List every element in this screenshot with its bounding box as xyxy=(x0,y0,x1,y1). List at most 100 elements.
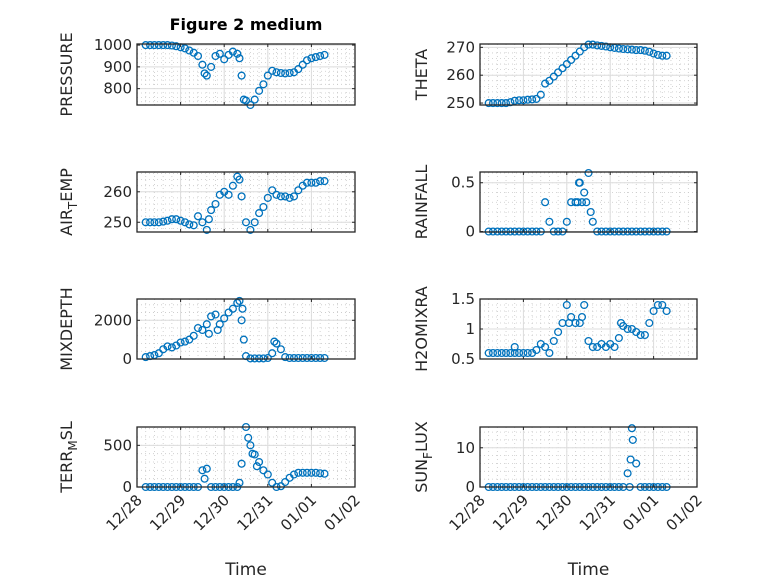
data-point xyxy=(562,60,571,69)
data-point xyxy=(268,66,277,75)
data-point xyxy=(653,50,662,59)
data-point xyxy=(541,198,550,207)
data-point xyxy=(193,212,203,221)
axes-box xyxy=(136,298,356,360)
data-point xyxy=(582,198,591,207)
y-axis-label: RAINFALL xyxy=(412,165,431,240)
data-point xyxy=(567,55,576,64)
data-point xyxy=(554,327,563,337)
data-point xyxy=(248,449,257,458)
data-point xyxy=(645,47,654,56)
data-point xyxy=(536,90,545,99)
data-point xyxy=(224,190,233,199)
data-point xyxy=(519,348,528,358)
y-axis-label-part: F xyxy=(421,452,435,459)
y-axis-label-part: M xyxy=(66,440,80,450)
data-point xyxy=(577,312,587,322)
data-point xyxy=(302,468,312,477)
y-tick-label: 2000 xyxy=(94,311,132,329)
x-axis-label: Time xyxy=(224,560,267,580)
data-point xyxy=(580,300,589,310)
data-point xyxy=(593,41,602,50)
data-point xyxy=(549,336,558,346)
data-point xyxy=(185,46,194,55)
data-point xyxy=(202,464,211,473)
axes-pressure: 800 900 1000 PRESSURE xyxy=(57,32,356,117)
data-point xyxy=(541,342,550,352)
data-point xyxy=(207,206,216,215)
data-point xyxy=(235,296,244,305)
data-point xyxy=(204,215,213,224)
y-axis-label-part: T xyxy=(66,201,80,210)
data-point xyxy=(255,86,264,95)
data-point xyxy=(545,348,554,358)
y-axis-label: AIRTEMP xyxy=(57,168,80,236)
data-point xyxy=(189,331,198,340)
data-point xyxy=(167,41,176,50)
y-tick-label: 250 xyxy=(446,94,475,112)
axes-box xyxy=(479,171,698,233)
y-tick-label: 500 xyxy=(103,436,132,454)
data-point xyxy=(584,336,593,346)
data-point xyxy=(626,455,635,464)
data-point xyxy=(501,348,511,358)
data-point xyxy=(276,68,285,78)
axes-box xyxy=(479,298,698,360)
data-point xyxy=(235,478,244,487)
data-point xyxy=(259,80,268,89)
y-axis-label: MIXDEPTH xyxy=(57,287,76,370)
data-point xyxy=(272,190,281,199)
data-point xyxy=(200,69,209,78)
data-point xyxy=(150,218,159,227)
data-point xyxy=(263,71,272,80)
data-point xyxy=(180,337,190,346)
data-point xyxy=(549,72,558,81)
data-point xyxy=(523,348,532,358)
axes-mixdepth: 0 2000 MIXDEPTH xyxy=(57,287,356,371)
data-point xyxy=(250,95,259,104)
data-point xyxy=(141,41,150,50)
data-point xyxy=(311,178,320,187)
data-point xyxy=(562,300,571,310)
data-point xyxy=(172,215,181,224)
y-axis-label-part: AIR xyxy=(57,209,76,236)
data-point xyxy=(316,51,325,61)
data-point xyxy=(515,348,524,358)
data-point xyxy=(263,193,272,202)
y-tick-label: 800 xyxy=(103,80,132,98)
data-point xyxy=(241,218,251,227)
data-point xyxy=(588,217,597,226)
figure-title: Figure 2 medium xyxy=(170,15,323,34)
data-point xyxy=(263,470,272,479)
data-point xyxy=(577,198,587,207)
data-point xyxy=(213,325,222,335)
data-point xyxy=(554,68,563,77)
data-point xyxy=(294,353,303,363)
data-point xyxy=(645,318,654,328)
y-axis-label-part: RAINFALL xyxy=(412,165,431,240)
y-tick-label: 0 xyxy=(465,478,475,496)
data-point xyxy=(574,178,584,187)
data-point xyxy=(268,349,277,358)
data-point xyxy=(150,41,159,50)
data-point xyxy=(614,44,623,53)
data-point xyxy=(198,325,207,335)
data-point xyxy=(501,99,511,108)
data-point xyxy=(653,300,662,310)
y-tick-label: 1000 xyxy=(94,36,132,54)
data-point xyxy=(159,41,168,50)
data-point xyxy=(238,304,247,313)
data-point xyxy=(528,95,537,104)
data-point xyxy=(545,217,554,226)
data-point xyxy=(497,348,506,358)
data-point xyxy=(235,54,244,63)
data-point xyxy=(493,348,502,358)
x-axis-label: Time xyxy=(567,560,610,580)
data-point xyxy=(623,469,632,478)
data-point xyxy=(632,459,641,468)
data-point xyxy=(252,462,261,471)
data-point xyxy=(506,348,515,358)
data-point xyxy=(320,469,329,478)
y-axis-label: TERRMSL xyxy=(57,421,80,494)
data-point xyxy=(239,95,248,104)
